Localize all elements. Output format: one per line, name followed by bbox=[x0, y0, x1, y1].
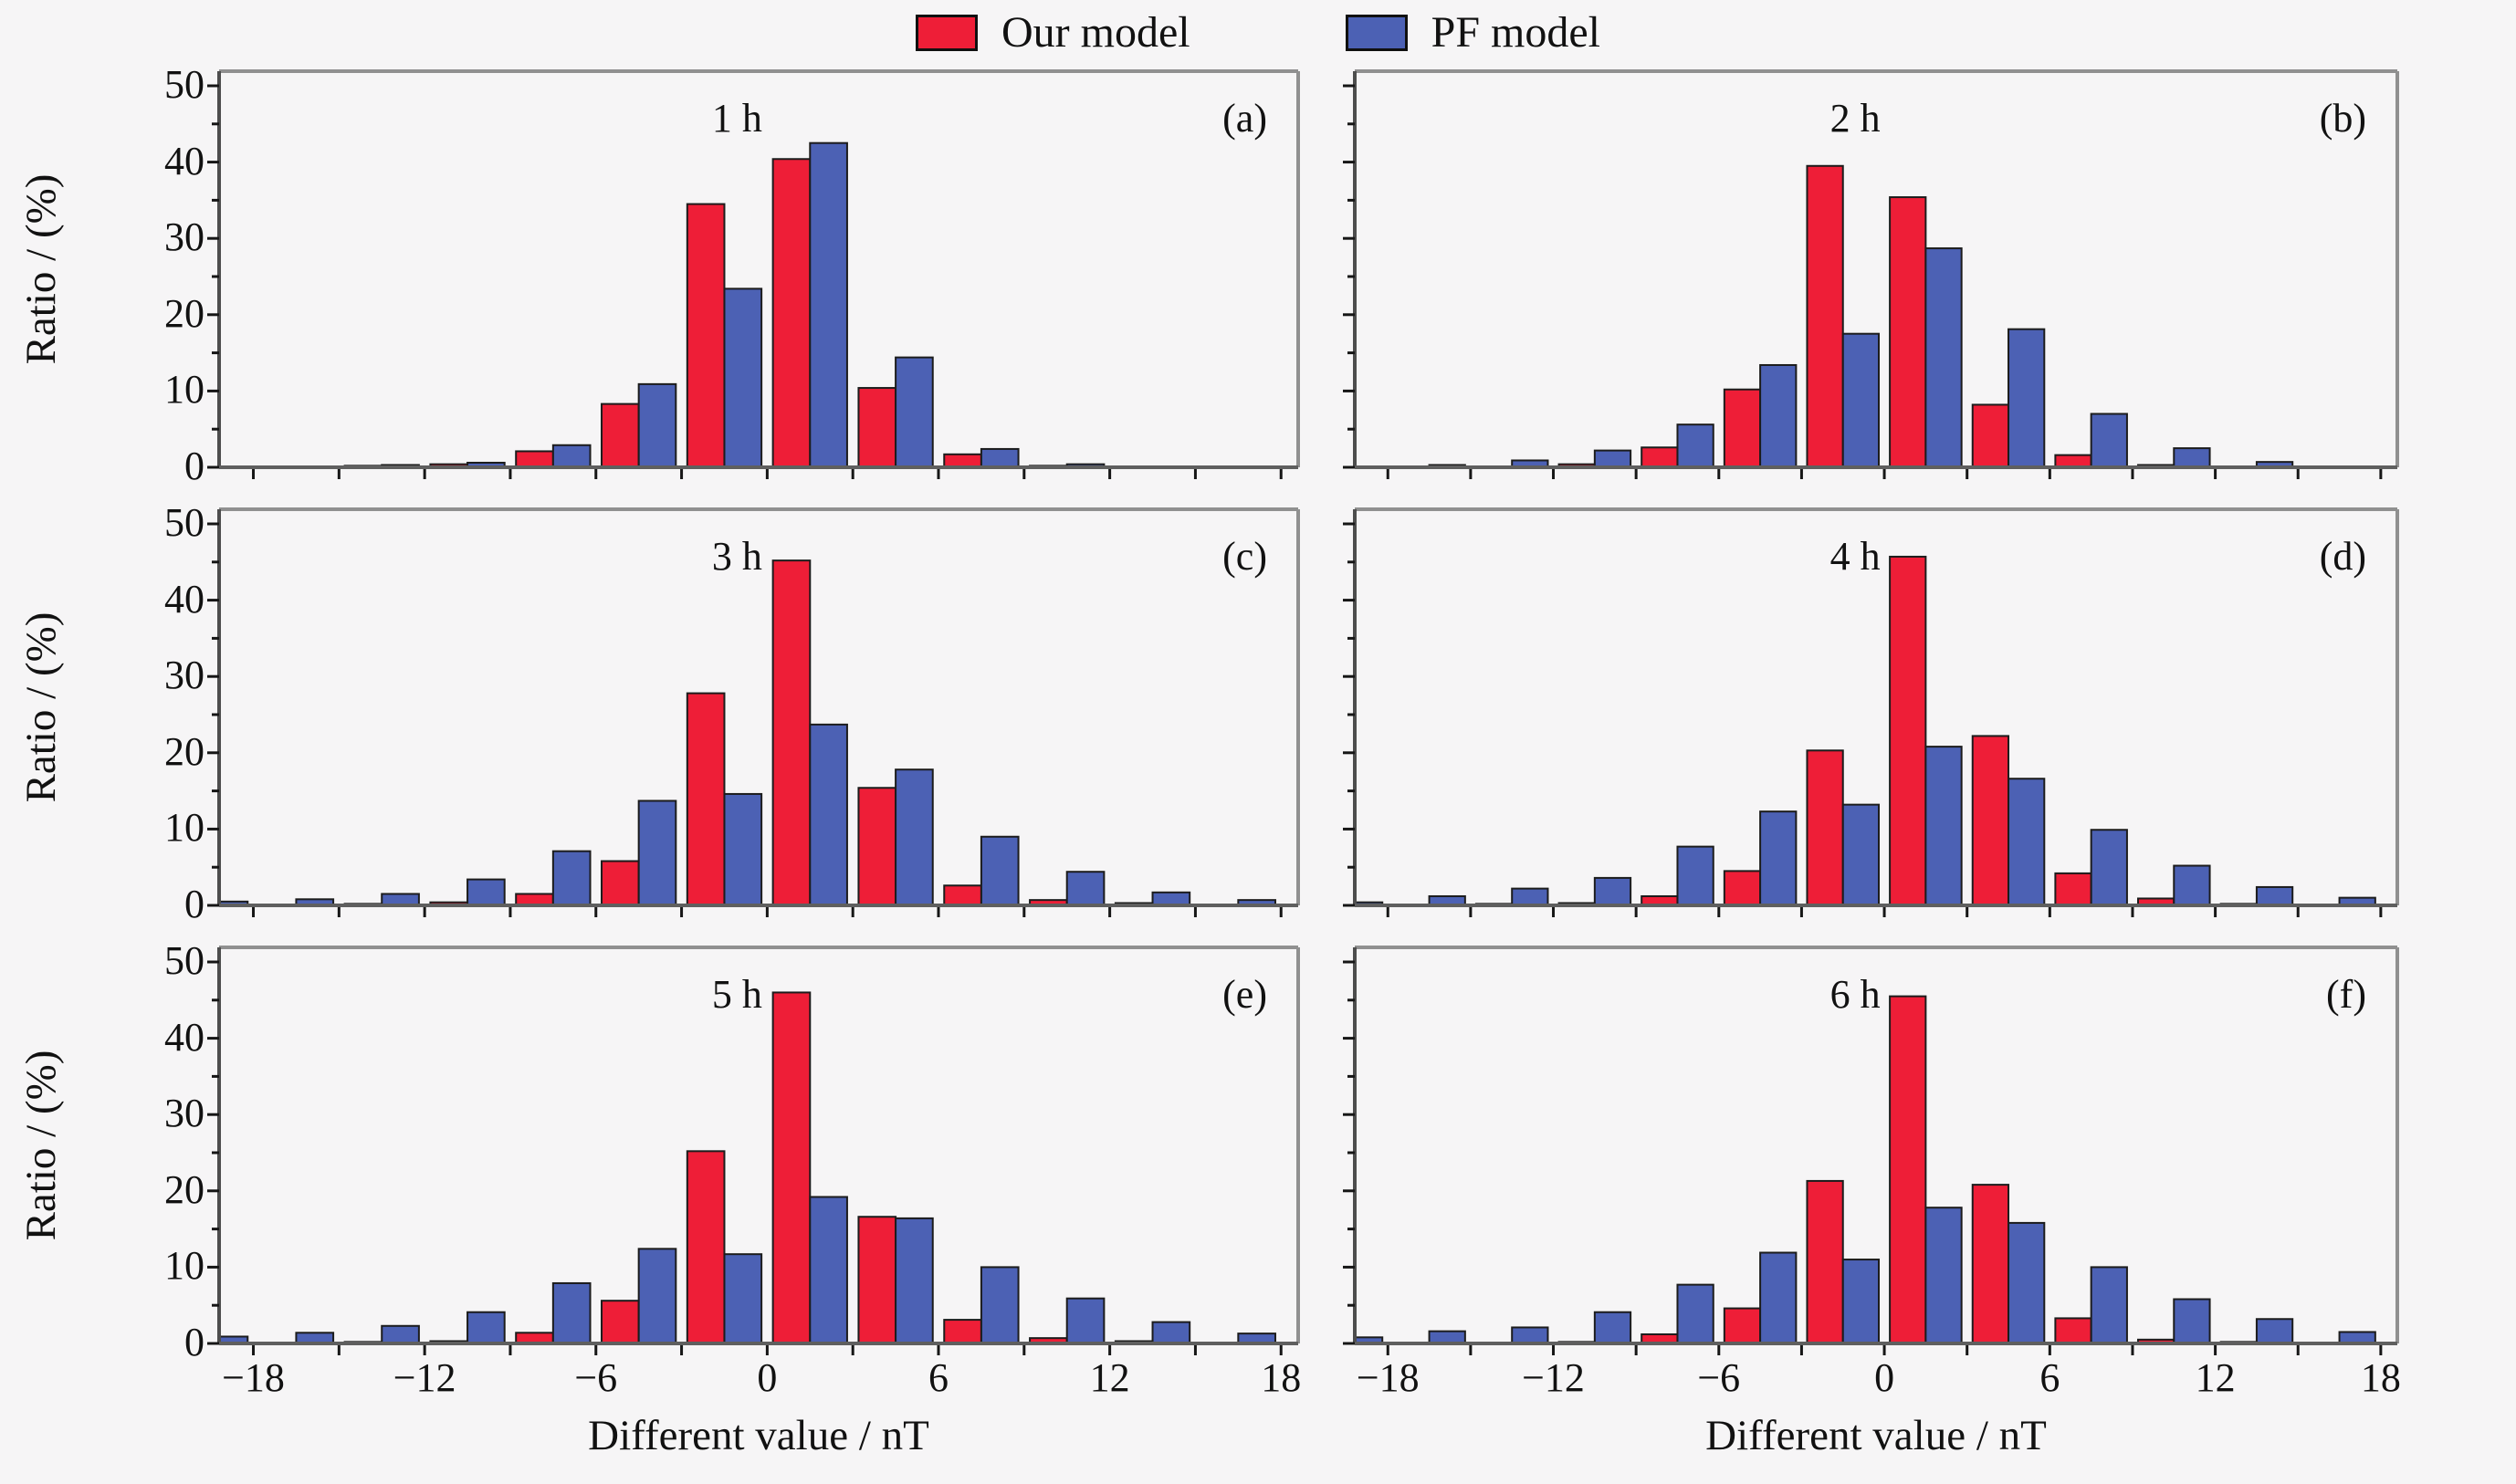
legend-item-pf-model: PF model bbox=[1345, 8, 1600, 57]
panel-d-title: 4 h bbox=[1829, 534, 1881, 579]
legend-item-our-model: Our model bbox=[916, 9, 1190, 57]
panel-a-plot bbox=[207, 69, 1300, 479]
panel-f-title: 6 h bbox=[1829, 972, 1881, 1017]
panel-c: 3 h (c) bbox=[207, 507, 1300, 917]
panel-b: 2 h (b) bbox=[1343, 69, 2399, 479]
y-tick-label-row1-20: 20 bbox=[164, 290, 204, 336]
y-tick-label-row3-10: 10 bbox=[164, 1243, 204, 1289]
y-axis-title-row3: Ratio / (%) bbox=[17, 1050, 65, 1241]
y-tick-label-row2-20: 20 bbox=[164, 728, 204, 774]
x-tick-label-col2-12: 12 bbox=[2195, 1355, 2236, 1400]
x-tick-label-col2-−12: −12 bbox=[1522, 1355, 1585, 1400]
y-tick-label-row1-0: 0 bbox=[184, 444, 204, 488]
x-axis-title-col2: Different value / nT bbox=[1705, 1412, 2047, 1459]
legend-label-pf-model: PF model bbox=[1431, 8, 1600, 57]
y-tick-label-row1-30: 30 bbox=[164, 214, 204, 260]
y-tick-label-row3-50: 50 bbox=[164, 938, 204, 983]
panel-e: 5 h (e) bbox=[207, 946, 1300, 1355]
x-tick-label-col1-6: 6 bbox=[928, 1355, 949, 1400]
legend-label-our-model: Our model bbox=[1001, 8, 1190, 57]
legend: Our model PF model bbox=[0, 9, 2516, 57]
x-tick-label-col1-12: 12 bbox=[1089, 1355, 1130, 1400]
panel-a-tag: (a) bbox=[1222, 96, 1267, 141]
y-tick-label-row2-0: 0 bbox=[184, 882, 204, 926]
y-tick-label-row3-20: 20 bbox=[164, 1166, 204, 1212]
pf-model-swatch-icon bbox=[1345, 15, 1408, 51]
panel-b-plot bbox=[1343, 69, 2399, 479]
y-axis-title-row2: Ratio / (%) bbox=[17, 611, 65, 803]
x-tick-label-col2-6: 6 bbox=[2039, 1355, 2060, 1400]
x-tick-label-col2-−18: −18 bbox=[1356, 1355, 1420, 1400]
panel-c-tag: (c) bbox=[1222, 534, 1267, 579]
y-tick-label-row1-10: 10 bbox=[164, 367, 204, 413]
panel-c-title: 3 h bbox=[711, 534, 762, 579]
x-tick-label-col1-−6: −6 bbox=[574, 1355, 618, 1400]
panel-e-plot bbox=[207, 946, 1300, 1355]
x-tick-label-col1-−12: −12 bbox=[393, 1355, 456, 1400]
panel-e-title: 5 h bbox=[711, 972, 762, 1017]
y-tick-label-row2-50: 50 bbox=[164, 500, 204, 545]
y-tick-label-row2-40: 40 bbox=[164, 576, 204, 622]
panel-b-title: 2 h bbox=[1829, 96, 1881, 141]
panel-a-title: 1 h bbox=[711, 96, 762, 141]
panel-f-tag: (f) bbox=[2326, 972, 2366, 1017]
y-axis-title-row1: Ratio / (%) bbox=[17, 173, 65, 365]
y-tick-label-row2-30: 30 bbox=[164, 653, 204, 698]
x-tick-label-col1-18: 18 bbox=[1261, 1355, 1302, 1400]
y-tick-label-row3-30: 30 bbox=[164, 1091, 204, 1136]
y-tick-label-row3-0: 0 bbox=[184, 1320, 204, 1364]
y-tick-label-row3-40: 40 bbox=[164, 1014, 204, 1060]
panel-b-tag: (b) bbox=[2319, 96, 2366, 141]
y-tick-label-row2-10: 10 bbox=[164, 805, 204, 851]
x-tick-label-col2-0: 0 bbox=[1874, 1355, 1895, 1400]
x-tick-label-col2-−6: −6 bbox=[1697, 1355, 1741, 1400]
x-tick-label-col1-−18: −18 bbox=[222, 1355, 285, 1400]
panel-e-tag: (e) bbox=[1222, 972, 1267, 1017]
x-tick-label-col2-18: 18 bbox=[2360, 1355, 2401, 1400]
x-axis-title-col1: Different value / nT bbox=[588, 1412, 929, 1459]
panel-d-tag: (d) bbox=[2319, 534, 2366, 579]
panel-f: 6 h (f) bbox=[1343, 946, 2399, 1355]
panel-f-plot bbox=[1343, 946, 2399, 1355]
panel-c-plot bbox=[207, 507, 1300, 917]
y-tick-label-row1-50: 50 bbox=[164, 62, 204, 107]
panel-d-plot bbox=[1343, 507, 2399, 917]
panel-d: 4 h (d) bbox=[1343, 507, 2399, 917]
x-tick-label-col1-0: 0 bbox=[757, 1355, 778, 1400]
our-model-swatch-icon bbox=[916, 15, 978, 51]
y-tick-label-row1-40: 40 bbox=[164, 138, 204, 183]
panel-a: 1 h (a) bbox=[207, 69, 1300, 479]
